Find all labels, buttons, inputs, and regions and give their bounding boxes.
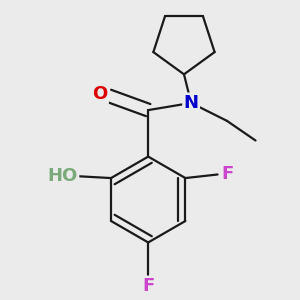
Text: N: N xyxy=(184,94,199,112)
Text: F: F xyxy=(142,277,154,295)
Text: HO: HO xyxy=(48,167,78,185)
Text: O: O xyxy=(92,85,107,103)
Text: F: F xyxy=(221,166,234,184)
